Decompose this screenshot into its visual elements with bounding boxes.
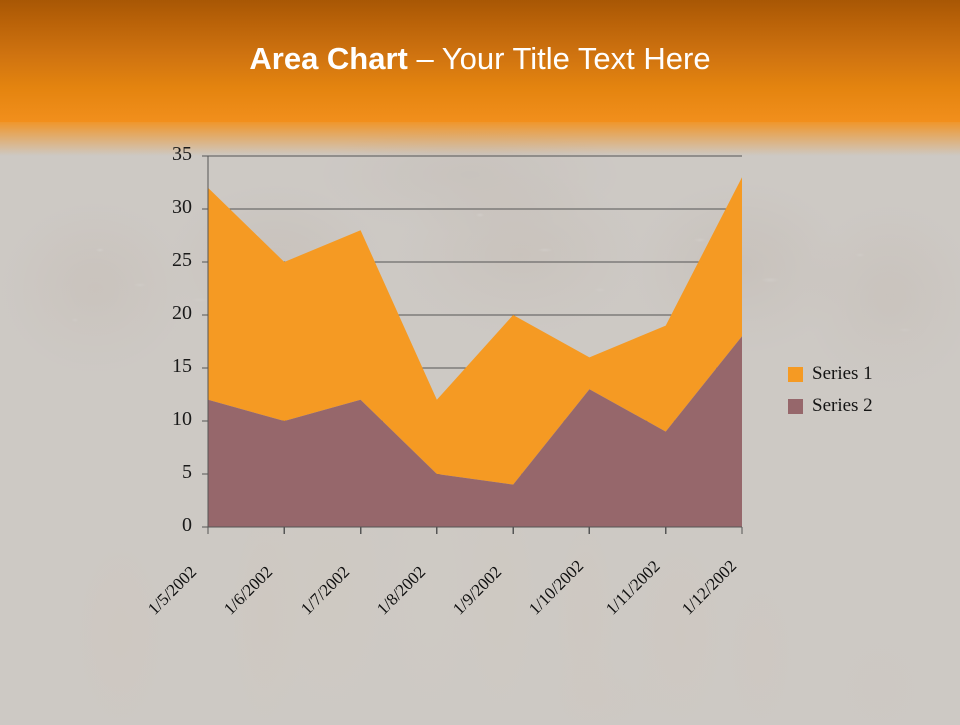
y-axis-tick-label: 0 bbox=[182, 514, 192, 536]
y-axis-tick-label: 35 bbox=[172, 143, 192, 165]
title-banner bbox=[0, 0, 960, 122]
y-axis-tick-label: 10 bbox=[172, 408, 192, 430]
legend-item[interactable]: Series 2 bbox=[788, 390, 873, 422]
area-series-group bbox=[208, 177, 742, 527]
series-1-area bbox=[208, 177, 742, 485]
page-title: Area Chart – Your Title Text Here bbox=[0, 40, 960, 78]
legend-item-label: Series 2 bbox=[812, 395, 873, 416]
legend-item[interactable]: Series 1 bbox=[788, 358, 873, 390]
y-axis-tick-label: 5 bbox=[182, 461, 192, 483]
page-title-bold: Area Chart bbox=[249, 41, 408, 76]
y-axis-tick-label: 25 bbox=[172, 249, 192, 271]
y-axis-tick-label: 15 bbox=[172, 355, 192, 377]
title-banner-fade bbox=[0, 122, 960, 156]
legend-color-swatch-icon bbox=[788, 398, 803, 414]
series-2-area bbox=[208, 336, 742, 527]
y-axis-tick-label: 30 bbox=[172, 196, 192, 218]
axis-lines bbox=[207, 155, 742, 528]
legend-color-swatch-icon bbox=[788, 366, 803, 382]
page-title-rest: – Your Title Text Here bbox=[407, 41, 711, 76]
legend-item-label: Series 1 bbox=[812, 363, 873, 384]
axis-ticks bbox=[202, 155, 743, 534]
chart-legend: Series 1 Series 2 bbox=[788, 358, 873, 422]
y-axis-tick-label: 20 bbox=[172, 302, 192, 324]
